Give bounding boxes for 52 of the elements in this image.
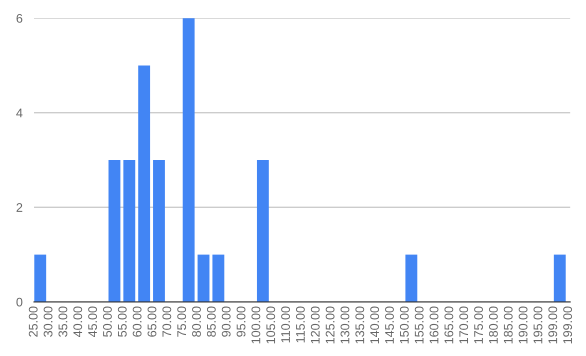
x-tick-label: 195.00 [534, 306, 542, 344]
x-tick-label: 95.00 [236, 306, 246, 337]
x-tick-label: 130.00 [340, 306, 350, 344]
x-tick-label: 45.00 [88, 306, 98, 338]
bar [182, 18, 195, 302]
x-tick-label: 110.00 [281, 306, 290, 342]
x-tick-label: 85.00 [206, 306, 216, 337]
bar [138, 65, 150, 302]
bar [123, 160, 136, 302]
bar [212, 254, 224, 302]
x-tick-label: 145.00 [385, 306, 394, 344]
bar [256, 160, 269, 302]
x-tick-label: 35.00 [58, 306, 68, 337]
x-tick-label: 30.00 [44, 306, 52, 337]
x-tick-label: 140.00 [370, 306, 380, 344]
x-tick-label: 190.00 [518, 306, 528, 344]
x-tick-label: 180.00 [488, 306, 498, 344]
bar [198, 254, 210, 302]
y-tick-label: 4 [16, 108, 23, 118]
bar [34, 254, 46, 302]
y-tick-label: 2 [16, 203, 22, 212]
x-tick-label: 135.00 [355, 306, 364, 344]
y-tick-label: 6 [16, 14, 22, 23]
bar [554, 254, 566, 302]
x-tick-label: 199.00 [563, 306, 572, 344]
x-tick-label: 120.00 [310, 306, 320, 344]
bar [405, 254, 418, 302]
x-tick-label: 90.00 [222, 306, 231, 337]
x-tick-label: 25.00 [28, 306, 38, 337]
bar [108, 160, 120, 302]
x-tick-label: 185.00 [504, 306, 513, 344]
x-tick-label: 125.00 [326, 306, 335, 344]
x-tick-label: 70.00 [162, 306, 172, 337]
x-tick-label: 170.00 [459, 306, 468, 344]
x-tick-label: 105.00 [266, 306, 276, 344]
x-tick-label: 100.00 [251, 306, 260, 344]
x-tick-label: 80.00 [192, 306, 201, 337]
bar [153, 160, 165, 302]
x-tick-label: 60.00 [132, 306, 142, 337]
x-tick-label: 165.00 [444, 306, 454, 344]
x-tick-label: 115.00 [296, 306, 305, 342]
x-tick-label: 75.00 [177, 306, 186, 337]
x-tick-label: 199.00 [548, 306, 558, 344]
x-tick-label: 175.00 [474, 306, 483, 344]
y-tick-label: 0 [16, 298, 22, 307]
x-tick-label: 50.00 [103, 306, 112, 337]
x-tick-label: 150.00 [400, 306, 409, 344]
x-tick-label: 40.00 [73, 306, 82, 338]
x-tick-label: 160.00 [430, 306, 438, 344]
x-tick-label: 55.00 [118, 306, 127, 337]
x-tick-label: 65.00 [148, 306, 156, 337]
x-tick-label: 155.00 [414, 306, 424, 344]
